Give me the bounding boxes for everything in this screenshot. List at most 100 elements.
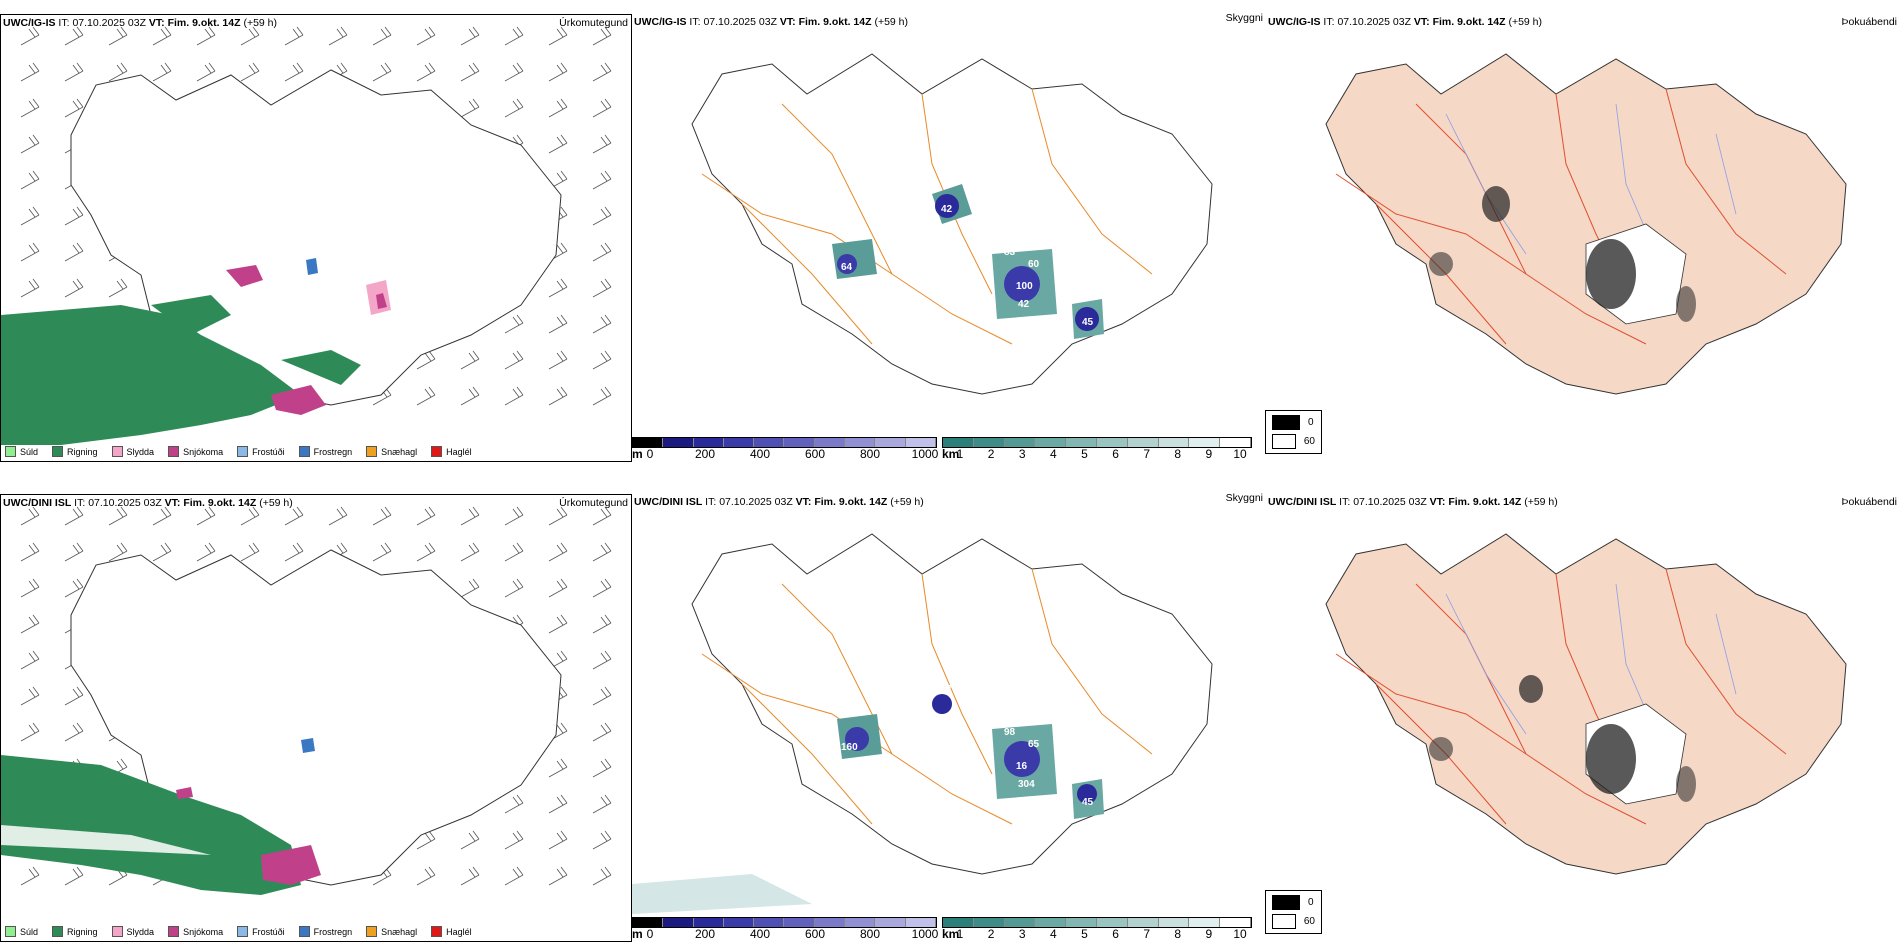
precip-legend-swatch — [52, 446, 64, 457]
fog-legend-item: 60 — [1272, 914, 1315, 929]
colorbar-tick-label: 9 — [1205, 927, 1213, 941]
colorbar-tick-label: 400 — [749, 927, 771, 941]
vt-label: VT: — [1413, 16, 1430, 28]
wind-barb — [196, 62, 216, 82]
cloud-base-label: 45 — [1082, 797, 1094, 808]
precip-legend-label: Súld — [20, 926, 39, 937]
wind-barb — [548, 614, 568, 634]
wind-barb — [548, 62, 568, 82]
colorbar-tick-label: 800 — [859, 927, 881, 941]
colorbar-cell — [943, 438, 974, 447]
wind-barb — [504, 62, 524, 82]
colorbar-cell — [633, 918, 664, 927]
precip-legend-item: Frostúði — [237, 926, 285, 937]
lead-time: (+59 h) — [1524, 496, 1558, 508]
colorbar-cell — [633, 438, 664, 447]
wind-barb — [504, 350, 524, 370]
cloud-title: Skyggni — [1225, 12, 1263, 24]
row-2: UWC/DINI ISL IT: 07.10.2025 03Z VT: Fim.… — [0, 480, 1900, 950]
precip-legend-label: Snjókoma — [183, 926, 224, 937]
cloud-base-label: 42 — [958, 749, 970, 760]
fog-legend-label: 60 — [1303, 916, 1315, 927]
colorbar-tick-label: 9 — [1205, 447, 1213, 461]
cloud-base-label: 33 — [1036, 179, 1048, 190]
wind-barb — [328, 506, 348, 526]
colorbar-cell — [973, 918, 1005, 927]
colorbar-cell — [693, 918, 724, 927]
colorbar-cell — [845, 918, 876, 927]
wind-barb — [592, 758, 612, 778]
precip-type-title: Úrkomutegund — [559, 17, 628, 29]
wind-barb — [548, 314, 568, 334]
wind-barb — [416, 866, 436, 886]
wind-barb — [592, 722, 612, 742]
wind-barb — [548, 134, 568, 154]
wind-barb — [592, 506, 612, 526]
colorbar-tick-label: 4 — [1049, 927, 1057, 941]
colorbar-tick-label: 5 — [1081, 927, 1088, 941]
lead-time: (+59 h) — [1508, 16, 1543, 28]
wind-barb — [592, 170, 612, 190]
colorbar-tick-label: 5 — [1081, 447, 1088, 461]
precip-legend-label: Haglél — [446, 446, 472, 457]
precip-legend-swatch — [431, 926, 443, 937]
it-label: IT: — [705, 496, 717, 508]
cloud-base-label: 84 — [896, 709, 908, 720]
wind-barb — [20, 722, 40, 742]
precip-legend-label: Snæhagl — [381, 446, 418, 457]
cloud-base-label: 42 — [941, 204, 953, 215]
cloud-base-label: 39 — [909, 692, 921, 703]
precip-legend-label: Frostregn — [313, 926, 353, 937]
fog-legend-swatch — [1272, 914, 1296, 929]
precip-legend-label: Frostúði — [252, 446, 285, 457]
wind-barb — [460, 350, 480, 370]
fog-legend-label: 0 — [1308, 417, 1314, 428]
colorbar-cell — [1220, 438, 1251, 447]
fog-title: Þokuábendi — [1841, 496, 1897, 508]
it-value: 07.10.2025 03Z — [72, 17, 146, 29]
height-colorbar: m 0 200 400 600 800 1000 — [632, 917, 938, 942]
cloud-base-label: 108 — [966, 604, 983, 615]
km-colorbar: km 1 2 3 4 5 6 7 8 9 10 — [942, 437, 1252, 462]
cloud-base-label: 60 — [1028, 259, 1040, 270]
rain-area-3 — [281, 350, 361, 385]
wind-barb — [460, 866, 480, 886]
vt-label: VT: — [164, 497, 181, 509]
wind-barb — [504, 314, 524, 334]
vt-value: Fim. 9.okt. 14Z — [1448, 496, 1522, 508]
cloud-base-label: 57 — [941, 684, 953, 695]
fog-legend-swatch — [1272, 415, 1300, 430]
wind-barb — [592, 26, 612, 46]
colorbar-tick-label: 2 — [987, 447, 995, 461]
wind-barb — [504, 866, 524, 886]
cloud-base-label: 42 — [1018, 299, 1030, 310]
precip-legend-label: Haglél — [446, 926, 472, 937]
iceland-land — [1325, 533, 1847, 875]
colorbar-tick-label: 200 — [694, 927, 716, 941]
colorbar-cell — [663, 918, 694, 927]
snow-area — [261, 845, 321, 885]
precip-legend: Súld Rigning Slydda Snjókoma Frostúði Frostre… — [5, 926, 472, 937]
colorbar-tick-label: 7 — [1143, 447, 1150, 461]
wind-barb — [284, 26, 304, 46]
wind-barb — [460, 830, 480, 850]
wind-barb — [416, 830, 436, 850]
precip-legend-label: Frostregn — [313, 446, 353, 457]
colorbar-cell — [1004, 918, 1036, 927]
colorbar-cell — [784, 438, 815, 447]
cloud-panel: 57 39 160 84 65 98 16 304 45 42 17 54 108 19 UWC/DINI… — [632, 492, 1266, 942]
wind-barb — [460, 506, 480, 526]
cloud-labels: 57 39 160 84 65 98 16 304 45 42 17 54 108 19 — [841, 604, 1094, 840]
precip-legend-swatch — [366, 446, 378, 457]
km-colorbar: km 1 2 3 4 5 6 7 8 9 10 — [942, 917, 1252, 942]
snow-area — [271, 385, 326, 415]
km-unit: km — [942, 447, 960, 461]
wind-barb — [372, 26, 392, 46]
cloud-base-label: 64 — [841, 262, 853, 273]
colorbar-tick-label: 1000 — [911, 447, 939, 461]
wind-barb — [108, 506, 128, 526]
panel-header: UWC/DINI ISL IT: 07.10.2025 03Z VT: Fim.… — [634, 496, 924, 508]
colorbar-cell — [693, 438, 724, 447]
fog-legend: 0 60 — [1265, 410, 1322, 454]
precip-legend-label: Snjókoma — [183, 446, 224, 457]
